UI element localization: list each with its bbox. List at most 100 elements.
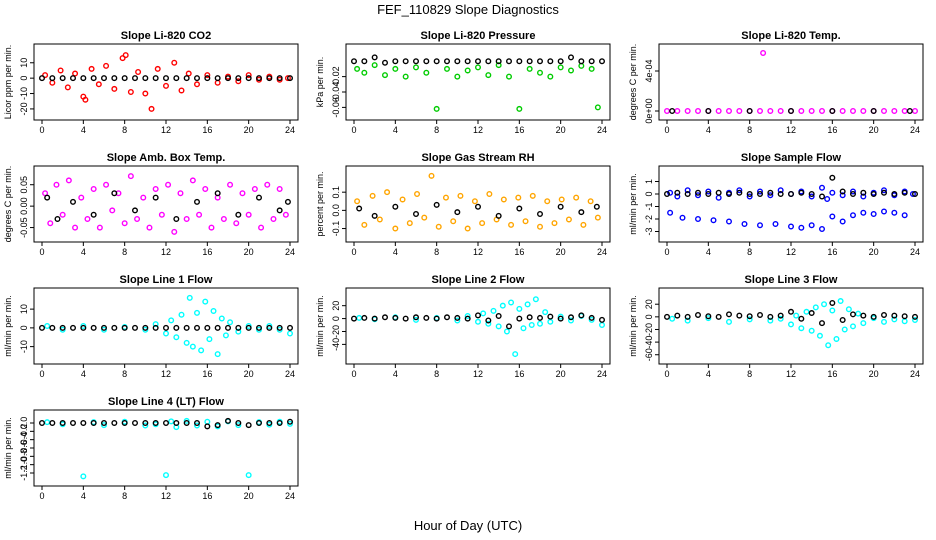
y-tick-label: 20 <box>644 299 654 309</box>
data-point <box>152 75 159 82</box>
data-point <box>767 189 774 196</box>
y-axis-label: ml/min per min. <box>628 295 638 357</box>
x-tick-label: 12 <box>161 247 171 257</box>
series-2 <box>667 195 908 232</box>
data-point <box>726 218 733 225</box>
data-point <box>183 339 190 346</box>
data-point <box>495 58 502 65</box>
data-point <box>111 75 118 82</box>
data-point <box>537 314 544 321</box>
data-point <box>214 190 221 197</box>
data-point <box>214 79 221 86</box>
data-point <box>189 343 196 350</box>
x-tick-label: 20 <box>869 369 879 379</box>
data-point <box>162 330 169 337</box>
data-point <box>224 75 231 82</box>
data-point <box>146 224 153 231</box>
data-point <box>72 70 79 77</box>
data-point <box>808 193 815 200</box>
x-tick-label: 16 <box>202 125 212 135</box>
panel-title: Slope Sample Flow <box>741 152 842 164</box>
series-2 <box>356 201 600 219</box>
data-point <box>537 320 544 327</box>
data-point <box>757 311 764 318</box>
data-point <box>705 190 712 197</box>
data-point <box>495 313 502 320</box>
data-point <box>580 221 587 228</box>
data-point <box>287 75 294 82</box>
data-point <box>537 58 544 65</box>
data-point <box>526 65 533 72</box>
data-point <box>235 75 242 82</box>
data-point <box>95 81 102 88</box>
data-point <box>684 190 691 197</box>
data-point <box>245 75 252 82</box>
data-point <box>573 194 580 201</box>
data-point <box>39 75 46 82</box>
series-1 <box>356 296 606 358</box>
data-point <box>464 313 471 320</box>
data-point <box>798 325 805 332</box>
data-point <box>198 347 205 354</box>
data-point <box>495 62 502 69</box>
data-point <box>162 420 169 427</box>
data-point <box>485 320 492 327</box>
series-2 <box>39 417 294 430</box>
x-tick-label: 8 <box>434 369 439 379</box>
data-point <box>202 298 209 305</box>
data-point <box>503 328 510 335</box>
series-1 <box>667 184 916 201</box>
x-tick-label: 0 <box>664 125 669 135</box>
x-tick-label: 8 <box>747 125 752 135</box>
x-tick-label: 4 <box>706 247 711 257</box>
data-point <box>162 472 169 479</box>
data-point <box>54 215 61 222</box>
panel-title: Slope Line 3 Flow <box>745 274 838 286</box>
data-point <box>537 223 544 230</box>
data-point <box>235 422 242 429</box>
panel-title: Slope Gas Stream RH <box>421 152 534 164</box>
y-tick-label: -0.05 <box>19 217 29 238</box>
panel-title: Slope Amb. Box Temp. <box>107 152 226 164</box>
data-point <box>829 213 836 220</box>
data-point <box>103 181 110 188</box>
data-point <box>256 420 263 427</box>
data-point <box>65 177 72 184</box>
y-tick-label: 0.0 <box>19 417 29 430</box>
data-point <box>59 324 66 331</box>
x-tick-label: 0 <box>664 247 669 257</box>
x-tick-label: 12 <box>161 369 171 379</box>
data-point <box>142 422 149 429</box>
data-point <box>399 196 406 203</box>
data-point <box>193 81 200 88</box>
data-point <box>881 107 888 114</box>
data-point <box>808 327 815 334</box>
data-point <box>568 67 575 74</box>
data-point <box>245 211 252 218</box>
x-tick-label: 20 <box>556 125 566 135</box>
y-tick-label: 0.1 <box>331 186 341 199</box>
data-point <box>829 107 836 114</box>
data-point <box>435 223 442 230</box>
data-point <box>214 422 221 429</box>
data-point <box>111 324 118 331</box>
x-tick-label: 8 <box>747 247 752 257</box>
data-point <box>69 198 76 205</box>
data-point <box>361 221 368 228</box>
data-point <box>173 215 180 222</box>
data-point <box>705 313 712 320</box>
data-point <box>500 196 507 203</box>
data-point <box>402 73 409 80</box>
data-point <box>266 75 273 82</box>
data-point <box>819 193 826 200</box>
data-point <box>371 315 378 322</box>
data-point <box>245 324 252 331</box>
panel-title: Slope Line 1 Flow <box>120 274 213 286</box>
data-point <box>111 85 118 92</box>
data-point <box>475 58 482 65</box>
x-tick-label: 0 <box>664 369 669 379</box>
data-point <box>705 188 712 195</box>
x-tick-label: 16 <box>202 369 212 379</box>
data-point <box>454 73 461 80</box>
